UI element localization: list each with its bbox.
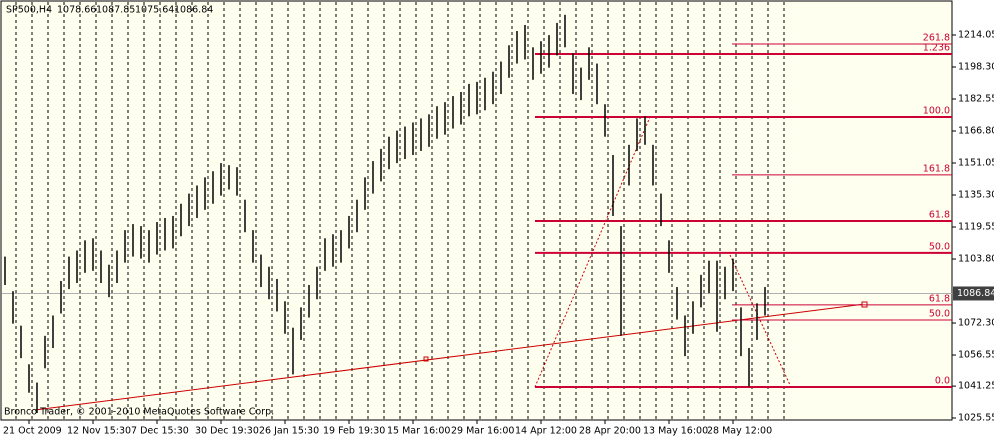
- fib-label: 161.8: [923, 163, 950, 174]
- y-tick-label: 1072.30: [958, 318, 994, 329]
- y-tick-label: 1182.55: [958, 94, 994, 105]
- x-tick-label: 28 May 12:00: [707, 426, 772, 437]
- x-tick-label: 15 Mar 16:00: [387, 426, 450, 437]
- current-price-label: 1086.84: [957, 288, 994, 299]
- fib-label: 50.0: [929, 308, 950, 319]
- fib-label: 61.8: [929, 293, 950, 304]
- x-tick-label: 13 May 16:00: [643, 426, 708, 437]
- header-price: 1087.85: [96, 5, 135, 16]
- y-tick-label: 1135.30: [958, 190, 994, 201]
- fib-label: 50.0: [929, 241, 950, 252]
- header-price: 1075.64: [135, 5, 174, 16]
- x-tick-label: 29 Mar 16:00: [451, 426, 514, 437]
- x-tick-label: 19 Feb 19:30: [323, 426, 385, 437]
- y-tick-label: 1103.80: [958, 254, 994, 265]
- fib-base-line: [534, 116, 651, 388]
- header-price: 1086.84: [174, 5, 213, 16]
- fib-label: 0.0: [935, 376, 950, 387]
- fib-label: 100.0: [923, 105, 950, 116]
- y-tick-label: 1025.55: [958, 413, 994, 424]
- header-symbol: SP500,H4: [6, 5, 52, 16]
- fib-label: 261.8: [923, 33, 950, 44]
- y-tick-label: 1041.25: [958, 381, 994, 392]
- y-tick-label: 1198.30: [958, 62, 994, 73]
- x-tick-label: 21 Oct 2009: [3, 426, 62, 437]
- trend-anchor: [423, 356, 429, 362]
- y-tick-label: 1056.55: [958, 350, 994, 361]
- fib-label: 61.8: [929, 210, 950, 221]
- x-tick-label: 28 Apr 20:00: [579, 426, 641, 437]
- trend-line: [34, 303, 866, 411]
- y-tick-label: 1214.05: [958, 30, 994, 41]
- x-tick-label: 12 Nov 15:30: [67, 426, 131, 437]
- fib-label: 1.236: [923, 43, 950, 54]
- header-price: 1078.66: [57, 5, 96, 16]
- current-price-box: [953, 286, 994, 301]
- x-tick-label: 7 Dec 15:30: [131, 426, 189, 437]
- y-tick-label: 1151.05: [958, 158, 994, 169]
- y-tick-label: 1166.80: [958, 126, 994, 137]
- y-tick-label: 1119.55: [958, 222, 994, 233]
- footer: Bronco Trader, © 2001-2010 MetaQuotes So…: [4, 407, 274, 418]
- x-tick-label: 26 Jan 15:30: [259, 426, 319, 437]
- x-tick-label: 14 Apr 12:00: [515, 426, 577, 437]
- x-tick-label: 30 Dec 19:30: [195, 426, 259, 437]
